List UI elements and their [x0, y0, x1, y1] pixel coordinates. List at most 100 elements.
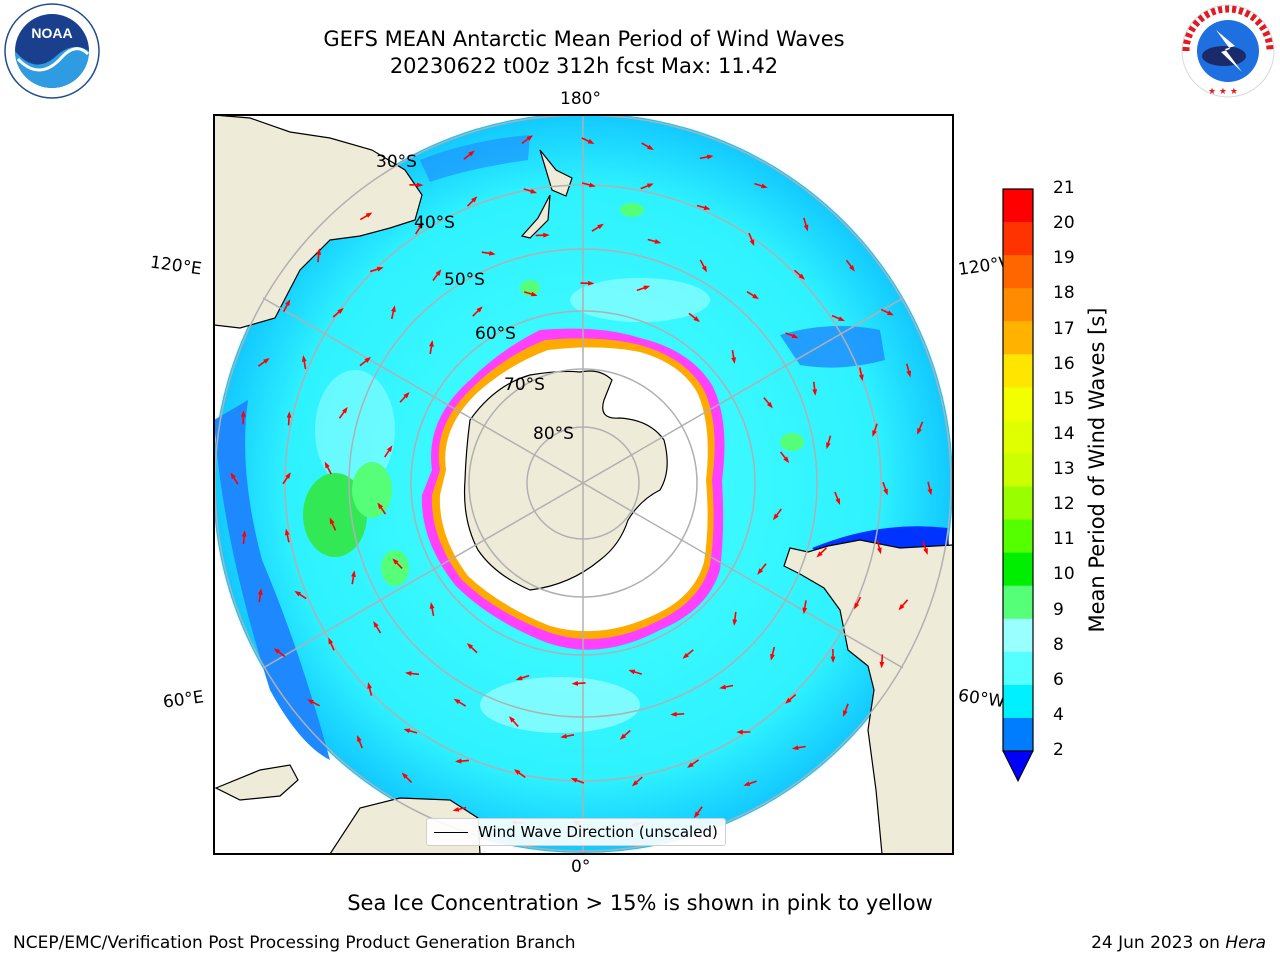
lat-label-40s: 40°S: [414, 213, 455, 233]
colorbar-label: Mean Period of Wind Waves [s]: [1085, 307, 1109, 633]
wind-wave-arrow-head: [530, 291, 538, 297]
wind-wave-arrow-head: [654, 239, 662, 244]
colorbar-segment: [1003, 618, 1033, 653]
wind-wave-arrow-head: [377, 502, 384, 510]
wind-wave-arrow-head: [872, 430, 877, 437]
wind-wave-arrow-head: [646, 183, 654, 189]
wind-wave-arrow-head: [342, 406, 348, 414]
wind-wave-arrow-head: [560, 733, 567, 739]
wind-wave-arrow-head: [476, 306, 483, 313]
colorbar-segment: [1003, 684, 1033, 719]
wind-wave-arrow-head: [906, 370, 912, 378]
wind-wave-arrow-head: [263, 357, 270, 364]
wind-wave-arrow-head: [417, 222, 424, 229]
footer-machine: Hera: [1225, 933, 1266, 953]
lon-label-60w: 60°W: [956, 685, 1007, 713]
wind-wave-arrow-head: [752, 293, 759, 300]
wind-wave-arrow-head: [429, 340, 434, 347]
wind-wave-arrow-head: [351, 570, 356, 578]
wind-wave-arrow-head: [791, 745, 799, 751]
colorbar-segment: [1003, 288, 1033, 322]
wind-wave-arrow-head: [286, 411, 292, 418]
wind-wave-arrow-head: [452, 806, 460, 812]
wind-wave-arrow-head: [401, 772, 408, 779]
wind-wave-arrow-head: [273, 648, 281, 654]
wind-wave-arrow-head: [731, 357, 737, 364]
legend-label: Wind Wave Direction (unscaled): [478, 823, 718, 841]
svg-text:NOAA: NOAA: [31, 25, 72, 41]
colorbar: [1002, 188, 1034, 783]
colorbar-tick-label: 6: [1053, 669, 1064, 690]
lat-label-50s: 50°S: [444, 270, 485, 290]
colorbar-segment: [1003, 321, 1033, 355]
wind-wave-arrow-head: [631, 780, 639, 787]
wind-wave-arrow-head: [587, 139, 595, 144]
wind-wave-arrow-head: [466, 643, 474, 650]
colorbar-segment: [1003, 222, 1033, 256]
wind-wave-arrow-head: [843, 710, 848, 717]
wind-wave-arrow-head: [766, 401, 773, 409]
wind-wave-arrow-head: [798, 273, 805, 280]
colorbar-segment: [1003, 651, 1033, 686]
wind-wave-arrow-head: [835, 498, 841, 505]
colorbar-tick-label: 8: [1053, 634, 1064, 655]
wind-wave-arrow-head: [785, 697, 792, 704]
wind-wave-arrow-head: [838, 316, 845, 322]
wind-wave-arrow-head: [403, 728, 411, 734]
colorbar-segment: [1003, 354, 1033, 388]
colorbar-tick-label: 9: [1053, 599, 1064, 620]
colorbar-segment: [1003, 717, 1033, 752]
wind-wave-arrow-head: [643, 285, 651, 291]
wind-wave-arrow-head: [285, 472, 291, 479]
wind-wave-arrow-head: [329, 517, 335, 525]
wind-wave-arrow-head: [923, 548, 928, 555]
wind-wave-arrow-head: [826, 442, 831, 450]
wind-wave-arrow-head: [241, 530, 247, 537]
wind-wave-arrow-head: [597, 223, 604, 230]
lon-label-0: 0°: [571, 857, 591, 877]
wind-wave-arrow-head: [416, 182, 424, 188]
wind-wave-arrow-head: [328, 637, 334, 645]
wind-wave-arrow-head: [749, 239, 755, 247]
colorbar-segment: [1003, 585, 1033, 620]
colorbar-segment: [1003, 552, 1033, 587]
colorbar-tick-label: 10: [1053, 564, 1075, 585]
wind-wave-arrow-head: [816, 551, 823, 558]
wind-wave-arrow-head: [770, 653, 775, 661]
footer-credit: NCEP/EMC/Verification Post Processing Pr…: [13, 933, 576, 953]
wind-wave-arrow-head: [587, 280, 595, 286]
colorbar-tick-label: 11: [1053, 529, 1075, 550]
colorbar-segment: [1003, 420, 1033, 454]
colorbar-tick-label: 15: [1053, 388, 1075, 409]
wind-wave-arrow-head: [719, 684, 727, 690]
wind-wave-arrow-head: [619, 733, 627, 740]
colorbar-segment: [1003, 519, 1033, 554]
wind-wave-arrow-head: [760, 183, 768, 189]
wind-wave-arrow-head: [453, 698, 461, 705]
wind-wave-arrow-head: [628, 669, 636, 675]
wind-wave-arrow-head: [454, 758, 462, 764]
wind-wave-arrow-head: [337, 307, 344, 314]
wind-wave-arrow-head: [391, 305, 396, 313]
wind-wave-direction-arrows: [230, 135, 933, 829]
wind-wave-arrow-head: [791, 333, 799, 339]
wind-wave-arrow-head: [471, 196, 478, 203]
wind-wave-arrow-head: [682, 652, 689, 659]
wind-wave-arrow-head: [307, 699, 314, 705]
wind-wave-arrow-head: [877, 547, 882, 555]
lat-label-70s: 70°S: [504, 375, 545, 395]
wind-wave-arrow-head: [386, 445, 393, 453]
wind-wave-arrow-head: [588, 182, 596, 188]
wind-wave-arrow-head: [294, 590, 302, 597]
wind-wave-arrow-head: [898, 603, 905, 611]
wind-wave-arrow-head: [802, 607, 808, 615]
footer-date-text: 24 Jun 2023 on: [1091, 933, 1220, 953]
wind-wave-arrow-head: [854, 602, 860, 610]
footer-date: 24 Jun 2023 on Hera: [1091, 933, 1266, 953]
wind-wave-arrow-head: [435, 269, 442, 276]
wind-wave-arrow-head: [543, 232, 550, 238]
wind-wave-arrow-head: [736, 729, 743, 735]
lon-label-120e: 120°E: [148, 252, 203, 280]
wind-wave-arrow-head: [285, 299, 291, 307]
wind-wave-arrow-head: [703, 205, 711, 210]
